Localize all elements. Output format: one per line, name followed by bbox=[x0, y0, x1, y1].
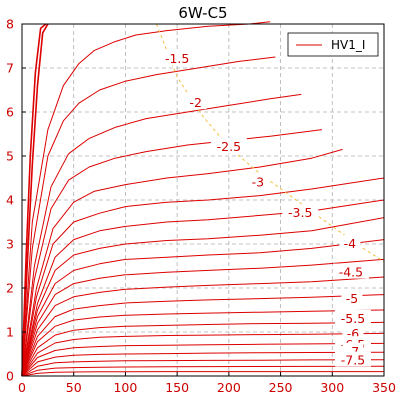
contour-label-bg bbox=[341, 290, 363, 305]
contour-label-bg bbox=[334, 309, 371, 325]
legend: HV1_I bbox=[287, 32, 379, 57]
boundary-group bbox=[156, 23, 385, 263]
series-line-6 bbox=[21, 148, 343, 377]
contour-label-bg bbox=[185, 94, 207, 110]
y-tick-label: 0 bbox=[6, 369, 14, 384]
x-tick-label: 150 bbox=[165, 380, 189, 395]
contour-label: -1.5 bbox=[165, 51, 189, 66]
contour-label-bg bbox=[247, 173, 269, 189]
series-line-4 bbox=[21, 93, 302, 377]
contour-label-bg bbox=[159, 50, 196, 66]
series-line-19 bbox=[21, 359, 385, 377]
x-tick-label: 200 bbox=[217, 380, 241, 395]
contour-label: -4 bbox=[344, 236, 357, 251]
series-line-3 bbox=[21, 56, 276, 377]
series-line-14 bbox=[21, 309, 385, 377]
y-tick-label: 7 bbox=[6, 61, 14, 76]
series-line-9 bbox=[21, 217, 385, 377]
contour-label: -7.5 bbox=[341, 353, 365, 368]
contour-label-bg bbox=[334, 351, 371, 367]
y-tick-label: 1 bbox=[6, 325, 14, 340]
series-line-17 bbox=[21, 342, 385, 377]
series-line-2 bbox=[21, 21, 271, 377]
boundary-line bbox=[156, 23, 385, 263]
series-line-15 bbox=[21, 321, 385, 377]
x-tick-label: 50 bbox=[66, 380, 82, 395]
series-group bbox=[21, 21, 385, 377]
x-tick-label: 300 bbox=[320, 380, 344, 395]
contour-label-bg bbox=[210, 138, 247, 154]
y-tick-label: 5 bbox=[6, 149, 14, 164]
contour-label-bg bbox=[332, 263, 369, 279]
series-line-21 bbox=[21, 371, 384, 377]
x-tick-label: 100 bbox=[113, 380, 137, 395]
chart-title: 6W-C5 bbox=[178, 4, 227, 22]
series-line-10 bbox=[21, 239, 385, 377]
contour-label: -3 bbox=[252, 174, 264, 189]
y-axis-ticks: 0 1 2 3 4 5 6 7 8 bbox=[6, 17, 26, 384]
grid bbox=[22, 24, 384, 376]
series-line-13 bbox=[21, 294, 385, 377]
series-line-8 bbox=[21, 199, 385, 377]
y-tick-label: 6 bbox=[6, 105, 14, 120]
series-line-0 bbox=[21, 23, 49, 377]
x-tick-label: 0 bbox=[18, 380, 26, 395]
contour-label: -3.5 bbox=[288, 205, 312, 220]
legend-box bbox=[287, 32, 379, 57]
contour-label-bg bbox=[282, 204, 319, 220]
contour-labels: -1.5-2-2.5-3-3.5-4-4.5-5-5.5-6-6.5-7-7.5 bbox=[159, 50, 371, 368]
series-line-20 bbox=[21, 365, 385, 377]
x-axis-ticks: 0 50 100 150 200 250 300 350 bbox=[18, 372, 396, 395]
x-tick-label: 250 bbox=[269, 380, 293, 395]
y-tick-label: 4 bbox=[6, 193, 14, 208]
series-line-11 bbox=[21, 258, 385, 377]
contour-label-bg bbox=[339, 235, 361, 250]
y-tick-label: 3 bbox=[6, 237, 14, 252]
contour-label: -2.5 bbox=[217, 139, 241, 154]
y-tick-label: 2 bbox=[6, 281, 14, 296]
series-line-18 bbox=[21, 351, 385, 377]
series-line-12 bbox=[21, 276, 385, 377]
contour-label: -4.5 bbox=[339, 265, 363, 280]
series-line-1 bbox=[21, 23, 47, 377]
legend-entry-label: HV1_I bbox=[331, 38, 365, 52]
contour-label: -2 bbox=[190, 95, 202, 110]
contour-label: -5 bbox=[346, 291, 358, 306]
contour-label: -5.5 bbox=[341, 311, 365, 326]
y-tick-label: 8 bbox=[6, 17, 14, 32]
series-line-7 bbox=[21, 177, 385, 377]
series-line-16 bbox=[21, 332, 385, 377]
x-tick-label: 350 bbox=[372, 380, 396, 395]
